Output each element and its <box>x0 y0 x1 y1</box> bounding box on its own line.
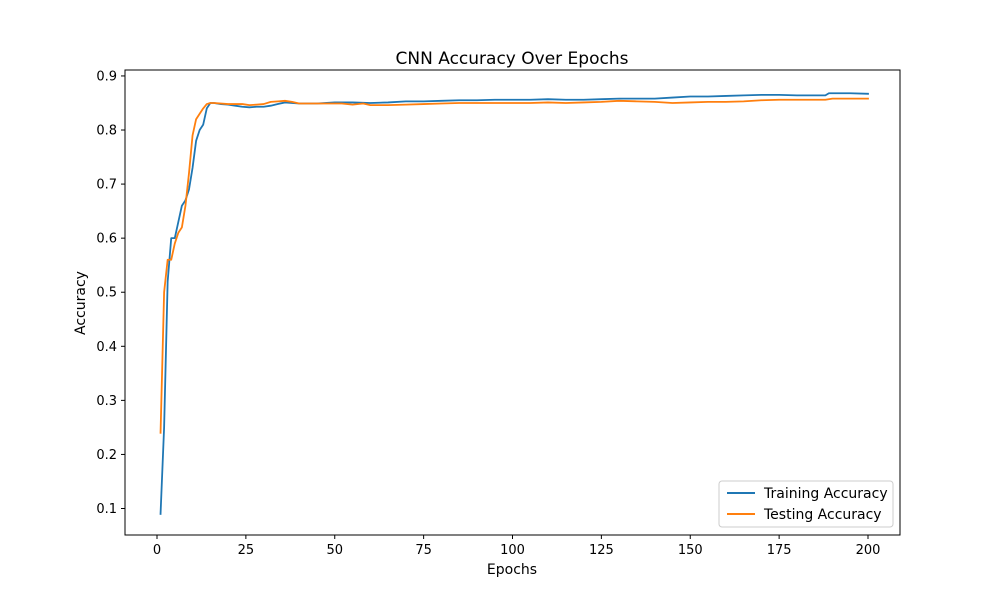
y-tick-label: 0.2 <box>96 448 117 463</box>
legend-label-training: Training Accuracy <box>763 486 888 502</box>
x-tick-label: 175 <box>767 543 792 558</box>
y-tick-label: 0.8 <box>96 124 117 139</box>
y-tick-label: 0.1 <box>96 502 117 517</box>
legend-box <box>718 480 894 528</box>
y-axis-label: Accuracy <box>73 271 89 335</box>
y-tick-label: 0.5 <box>96 286 117 301</box>
legend-label-testing: Testing Accuracy <box>763 507 882 523</box>
chart-title: CNN Accuracy Over Epochs <box>396 49 629 69</box>
y-axis-ticks: 0.1 0.2 0.3 0.4 0.5 0.6 0.7 0.8 0.9 <box>96 69 125 517</box>
plot-area: 0 25 50 75 100 125 150 175 200 0.10.20.30.40.50.… <box>96 69 901 558</box>
series-layer <box>159 92 869 515</box>
chart-legend: Training Accuracy Testing Accuracy <box>718 480 894 528</box>
y-tick-label: 0.9 <box>96 69 117 84</box>
x-tick-label: 50 <box>326 543 343 558</box>
y-tick-label: 0.7 <box>96 178 117 193</box>
x-tick-label: 200 <box>856 543 881 558</box>
training-accuracy-line <box>159 92 869 515</box>
x-tick-label: 100 <box>500 543 525 558</box>
x-tick-label: 125 <box>589 543 614 558</box>
x-tick-label: 0 <box>153 543 161 558</box>
y-tick-label: 0.3 <box>96 394 117 409</box>
x-axis-ticks: 0 25 50 75 100 125 150 175 200 <box>153 535 881 558</box>
y-tick-label: 0.4 <box>96 340 117 355</box>
x-axis-label: Epochs <box>487 562 537 578</box>
x-tick-label: 150 <box>678 543 703 558</box>
x-tick-label: 75 <box>415 543 432 558</box>
testing-accuracy-line <box>159 97 869 434</box>
y-tick-label: 0.6 <box>96 232 117 247</box>
x-tick-label: 25 <box>238 543 255 558</box>
